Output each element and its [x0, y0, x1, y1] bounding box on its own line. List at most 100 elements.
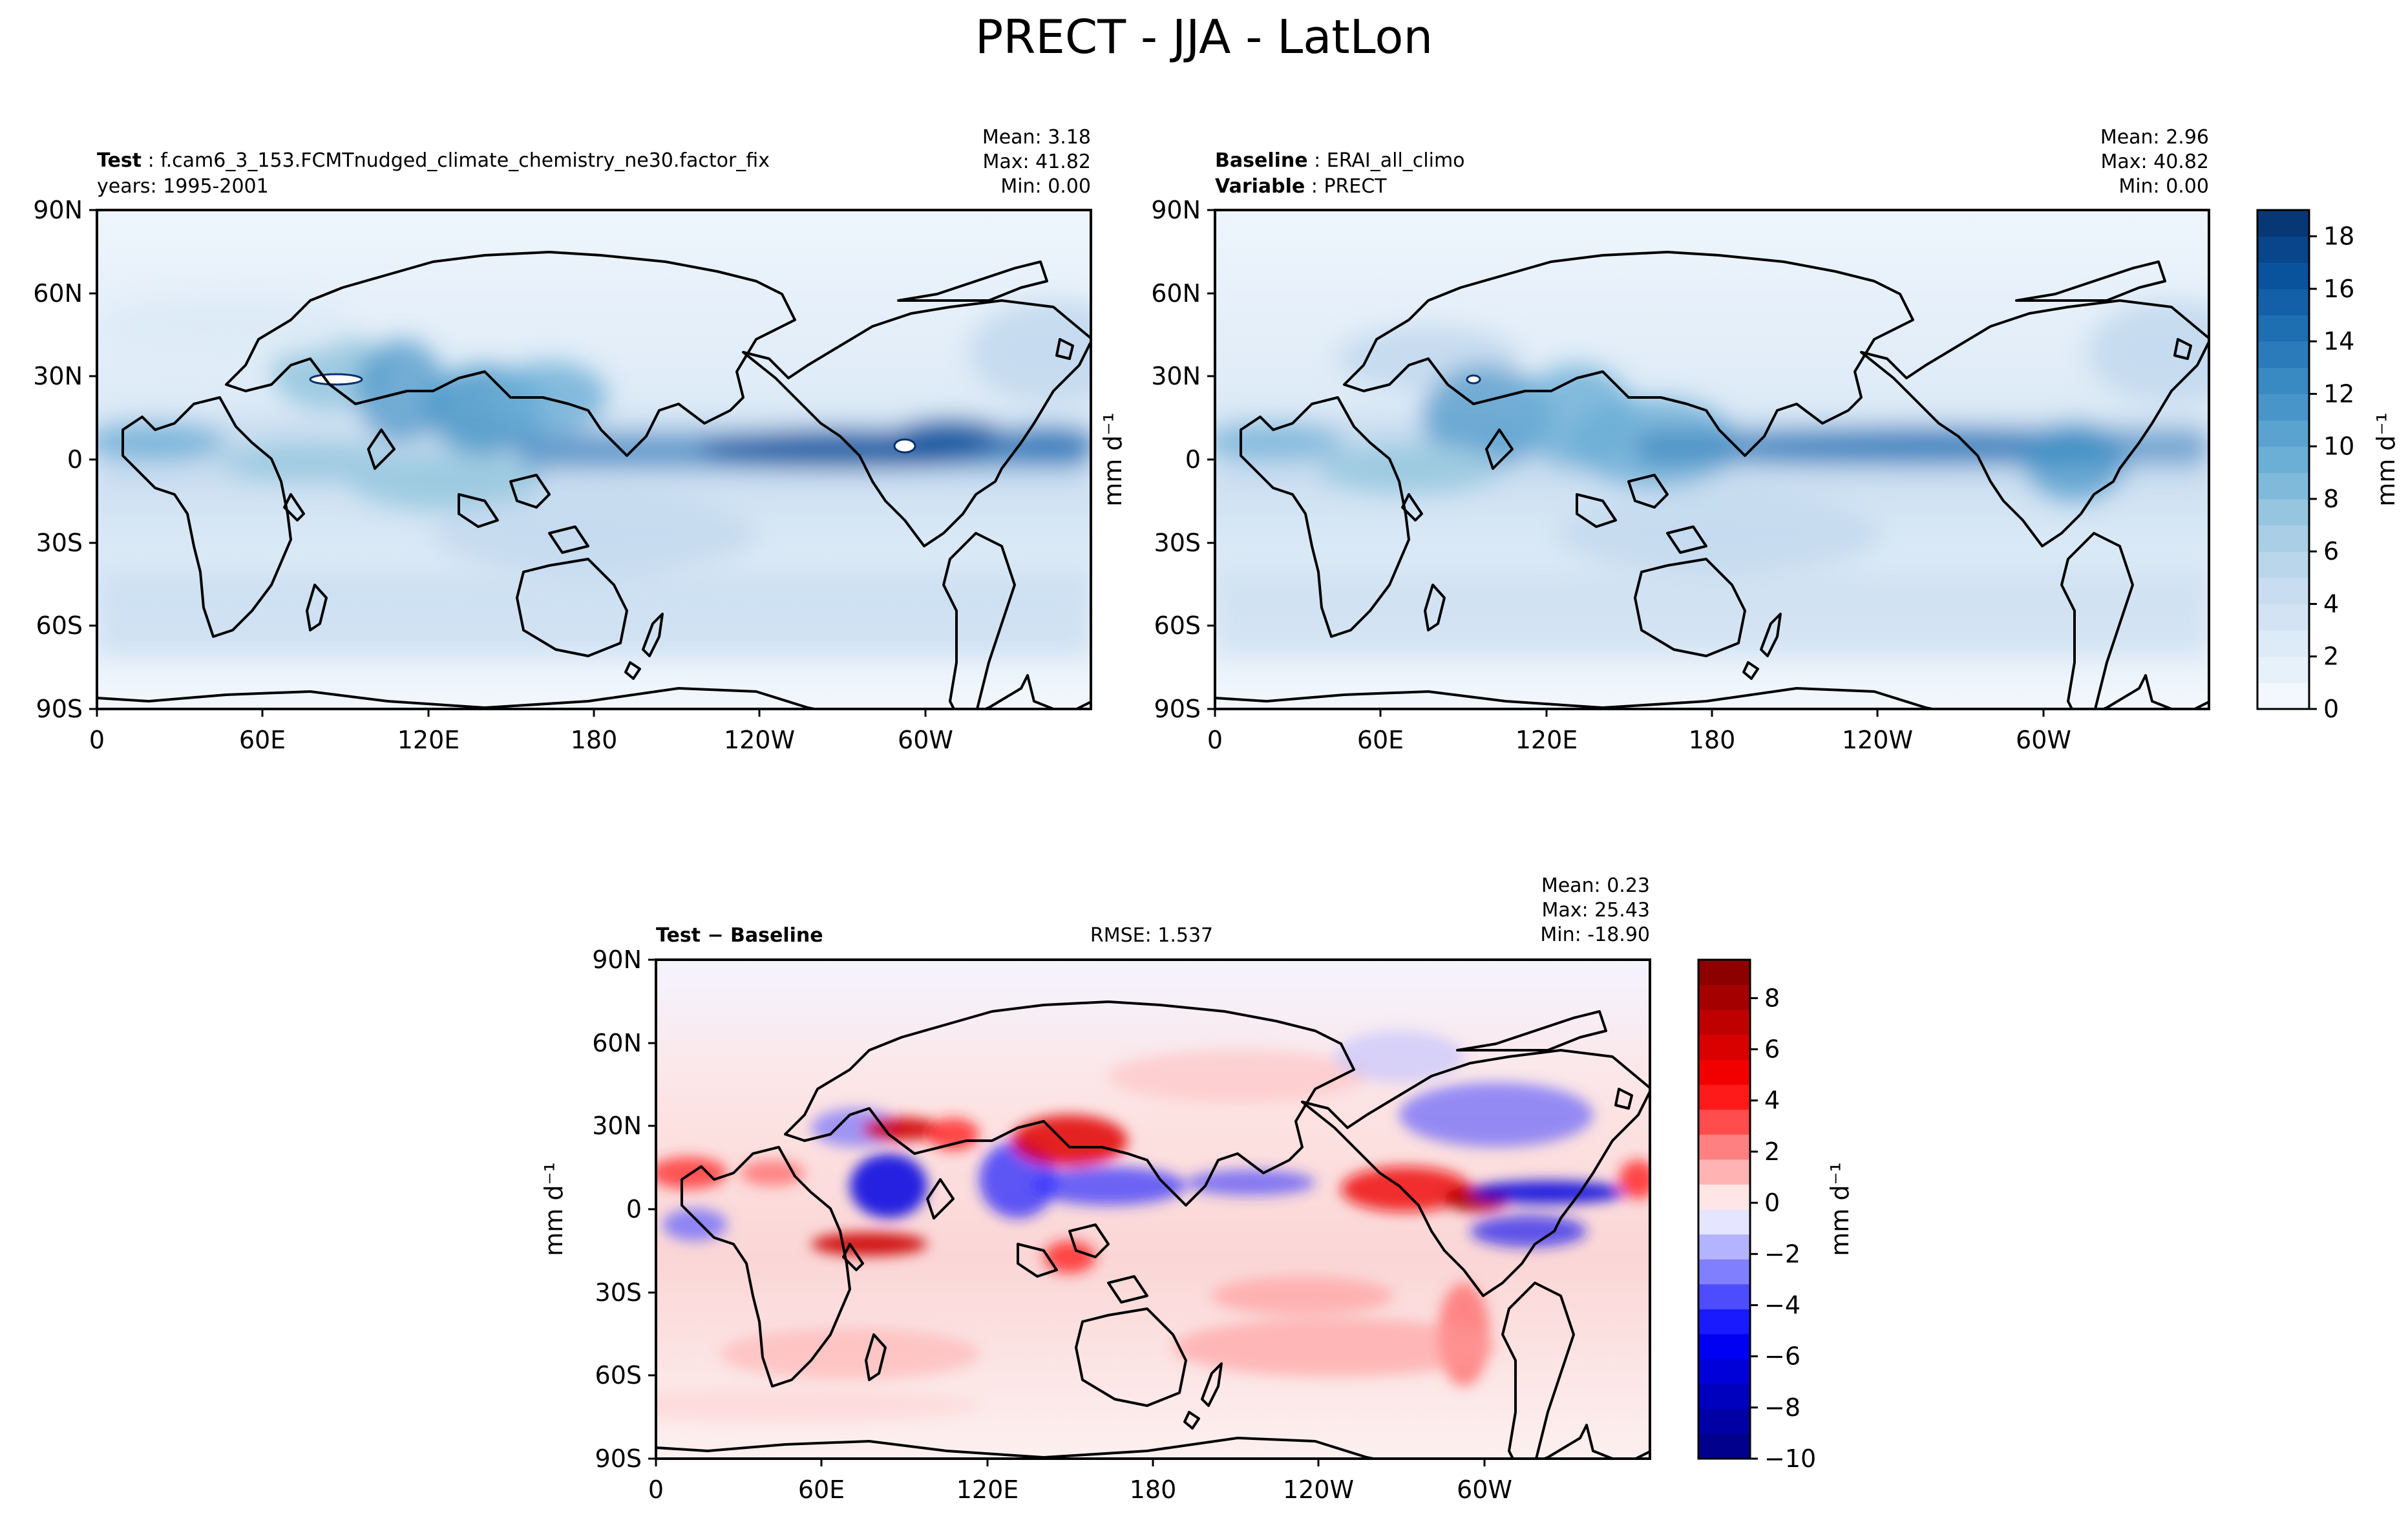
- test-header-label: Test: [97, 149, 142, 172]
- baseline-ytick-60s: 60S: [1154, 611, 1201, 640]
- test-xtick-60w: 60W: [898, 726, 953, 754]
- colorbar-blues: 0 2 4 6 8 10 12 14 16 18 mm d⁻¹: [2256, 209, 2400, 723]
- colorbar-blues-level: [2257, 472, 2309, 500]
- test-precip-bands: [97, 294, 1091, 656]
- colorbar-diverging-level: [1698, 1184, 1750, 1210]
- test-ytick-60n: 60N: [33, 279, 83, 308]
- test-xtick-0: 0: [89, 726, 105, 754]
- baseline-xtick-60e: 60E: [1357, 726, 1404, 754]
- baseline-map: [1215, 210, 2209, 709]
- colorbar-blues-tick-label: 16: [2323, 275, 2354, 303]
- colorbar-diverging-tick-label: −2: [1764, 1240, 1801, 1268]
- baseline-xtick-marks: [1214, 709, 2045, 717]
- test-xtick-120w: 120W: [724, 726, 795, 754]
- baseline-xtick-120e: 120E: [1516, 726, 1578, 754]
- colorbar-blues-level: [2257, 551, 2309, 578]
- colorbar-diverging-label: mm d⁻¹: [1826, 1162, 1854, 1256]
- test-stat-max: Max: 41.82: [982, 151, 1091, 173]
- colorbar-diverging-level: [1698, 960, 1750, 986]
- colorbar-diverging-level: [1698, 1159, 1750, 1185]
- baseline-ylabel: mm d⁻¹: [1099, 412, 1127, 507]
- colorbar-diverging-tick-label: −8: [1764, 1393, 1801, 1422]
- difference-stat-max: Max: 25.43: [1541, 899, 1650, 922]
- difference-header-label: Test − Baseline: [656, 924, 823, 947]
- test-xtick-marks: [96, 709, 927, 717]
- colorbar-diverging: 8 6 4 2 0 −2 −4 −6 −8 −10 mm d⁻¹: [1697, 958, 1854, 1473]
- colorbar-diverging-level: [1698, 984, 1750, 1010]
- difference-xtick-60e: 60E: [798, 1475, 845, 1504]
- colorbar-blues-level: [2257, 420, 2309, 447]
- colorbar-blues-label: mm d⁻¹: [2372, 412, 2400, 507]
- test-max-contour: [309, 373, 363, 386]
- test-ytick-90n: 90N: [33, 196, 83, 224]
- colorbar-blues-levels: [2257, 210, 2309, 710]
- test-header-colon: :: [142, 149, 160, 172]
- colorbar-diverging-level: [1698, 1059, 1750, 1085]
- difference-ytick-90n: 90N: [592, 946, 642, 974]
- baseline-ytick-90n: 90N: [1151, 196, 1201, 224]
- colorbar-blues-tick-label: 0: [2323, 695, 2339, 723]
- colorbar-blues-level: [2257, 236, 2309, 263]
- colorbar-blues-tick-label: 18: [2323, 222, 2354, 251]
- baseline-xtick-60w: 60W: [2016, 726, 2071, 754]
- colorbar-blues-level: [2257, 341, 2309, 368]
- difference-xtick-120e: 120E: [956, 1475, 1019, 1504]
- baseline-stat-max: Max: 40.82: [2100, 151, 2209, 173]
- test-stat-mean: Mean: 3.18: [982, 126, 1091, 149]
- colorbar-diverging-tick-label: 0: [1764, 1189, 1780, 1217]
- colorbar-diverging-level: [1698, 1408, 1750, 1434]
- colorbar-blues-level: [2257, 630, 2309, 657]
- test-xtick-180: 180: [571, 726, 618, 754]
- baseline-precip-bands: [1215, 301, 2209, 656]
- colorbar-blues-level: [2257, 656, 2309, 683]
- figure-title: PRECT - JJA - LatLon: [975, 10, 1433, 64]
- colorbar-diverging-level: [1698, 1309, 1750, 1335]
- colorbar-blues-tick-label: 2: [2323, 642, 2339, 671]
- difference-xtick-180: 180: [1130, 1475, 1177, 1504]
- colorbar-diverging-tick-label: −10: [1764, 1444, 1816, 1473]
- colorbar-diverging-level: [1698, 1334, 1750, 1360]
- colorbar-diverging-tick-label: 8: [1764, 984, 1780, 1012]
- colorbar-diverging-level: [1698, 1084, 1750, 1110]
- colorbar-diverging-level: [1698, 1209, 1750, 1235]
- variable-header-label: Variable: [1215, 175, 1305, 198]
- colorbar-diverging-levels: [1698, 960, 1750, 1459]
- colorbar-diverging-tick-label: −4: [1764, 1291, 1801, 1319]
- baseline-header-label: Baseline: [1215, 149, 1308, 172]
- difference-xtick-0: 0: [648, 1475, 664, 1504]
- colorbar-diverging-level: [1698, 1284, 1750, 1309]
- svg-text:Test : f.cam6_3_153.FCMTnudged: Test : f.cam6_3_153.FCMTnudged_climate_c…: [97, 149, 770, 172]
- colorbar-diverging-level: [1698, 1009, 1750, 1035]
- test-stat-min: Min: 0.00: [1000, 175, 1091, 198]
- difference-ytick-30n: 30N: [592, 1112, 642, 1140]
- colorbar-blues-tick-label: 6: [2323, 537, 2339, 565]
- difference-xtick-marks: [655, 1459, 1486, 1466]
- test-map: [97, 210, 1091, 709]
- difference-ytick-90s: 90S: [595, 1444, 642, 1473]
- colorbar-blues-level: [2257, 577, 2309, 604]
- colorbar-diverging-tick-label: 6: [1764, 1035, 1780, 1064]
- baseline-xtick-180: 180: [1689, 726, 1736, 754]
- colorbar-diverging-level: [1698, 1358, 1750, 1384]
- panel-difference: Test − Baseline RMSE: 1.537 Mean: 0.23 M…: [540, 874, 1651, 1504]
- baseline-stat-mean: Mean: 2.96: [2100, 126, 2209, 149]
- test-max-contour-2: [893, 438, 916, 454]
- colorbar-diverging-level: [1698, 1259, 1750, 1285]
- baseline-stat-min: Min: 0.00: [2118, 175, 2209, 198]
- colorbar-blues-level: [2257, 210, 2309, 237]
- baseline-max-contour: [1466, 374, 1481, 385]
- colorbar-blues-level: [2257, 525, 2309, 552]
- difference-map: [656, 960, 1650, 1459]
- difference-stat-mean: Mean: 0.23: [1541, 874, 1650, 897]
- difference-xtick-60w: 60W: [1457, 1475, 1512, 1504]
- colorbar-blues-tick-label: 14: [2323, 327, 2354, 355]
- svg-text:Variable : PRECT: Variable : PRECT: [1215, 175, 1387, 198]
- colorbar-blues-level: [2257, 446, 2309, 473]
- panel-baseline: Baseline : ERAI_all_climo Variable : PRE…: [1151, 126, 2210, 754]
- colorbar-blues-level: [2257, 315, 2309, 342]
- test-xtick-60e: 60E: [239, 726, 286, 754]
- difference-ytick-60n: 60N: [592, 1029, 642, 1057]
- colorbar-diverging-level: [1698, 1109, 1750, 1135]
- test-ytick-0: 0: [67, 445, 83, 474]
